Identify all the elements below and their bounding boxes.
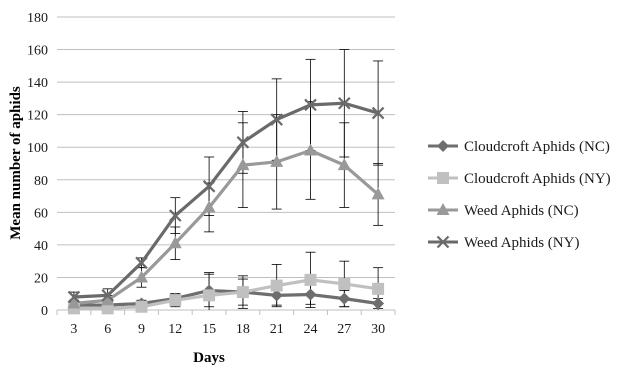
y-tick-label: 20	[34, 271, 48, 286]
y-axis-title: Mean number of aphids	[8, 86, 24, 240]
y-tick-label: 40	[34, 239, 48, 254]
y-tick-label: 180	[27, 11, 48, 26]
legend-label: Weed Aphids (NY)	[464, 235, 579, 251]
y-tick-label: 60	[34, 206, 48, 221]
data-point	[135, 300, 148, 313]
x-tick-label: 27	[337, 322, 351, 337]
legend-label: Cloudcroft Aphids (NY)	[464, 171, 611, 187]
data-point	[135, 256, 148, 270]
data-point	[372, 297, 385, 310]
data-point	[270, 289, 283, 302]
x-tick-label: 12	[168, 322, 182, 337]
data-point	[304, 288, 317, 301]
x-axis-title: Days	[193, 350, 225, 366]
legend-marker	[436, 203, 450, 215]
x-tick-label: 30	[371, 322, 385, 337]
legend-marker	[437, 140, 449, 152]
gridlines	[57, 16, 395, 278]
data-point	[338, 292, 351, 305]
y-tick-label: 140	[27, 76, 48, 91]
data-point	[236, 136, 250, 149]
data-point	[338, 277, 351, 290]
y-tick-label: 100	[27, 141, 48, 156]
legend-marker	[436, 235, 450, 249]
series-line	[72, 101, 380, 299]
data-point	[67, 290, 81, 304]
x-tick-label: 9	[138, 322, 145, 337]
data-point	[202, 180, 216, 193]
data-point	[270, 154, 284, 167]
series-markers	[67, 96, 385, 315]
y-tick-label: 120	[27, 109, 48, 124]
x-tick-label: 15	[202, 322, 216, 337]
data-point	[236, 286, 249, 299]
data-point	[304, 98, 317, 112]
data-point	[202, 200, 216, 213]
legend-label: Cloudcroft Aphids (NC)	[464, 139, 610, 155]
series-lines	[72, 101, 380, 310]
series-line	[72, 278, 380, 310]
data-point	[203, 289, 216, 302]
data-point	[371, 106, 385, 120]
data-point	[270, 279, 283, 292]
y-axis-ticks: 0 20 40 60 80 100 120 140 160 180	[27, 11, 48, 319]
data-point	[304, 143, 317, 156]
data-point	[270, 113, 283, 126]
data-point	[338, 96, 351, 110]
data-point	[169, 209, 182, 222]
x-tick-label: 18	[236, 322, 250, 337]
series-line	[72, 148, 380, 306]
legend-label: Weed Aphids (NC)	[464, 203, 579, 219]
data-point	[101, 289, 114, 302]
y-tick-label: 0	[41, 304, 48, 319]
data-point	[372, 282, 385, 295]
legend: Cloudcroft Aphids (NC) Cloudcroft Aphids …	[428, 139, 611, 251]
x-tick-label: 6	[104, 322, 111, 337]
data-point	[236, 158, 250, 171]
data-point	[101, 302, 114, 315]
series-line	[72, 288, 380, 307]
y-tick-label: 160	[27, 44, 48, 59]
x-axis-ticks: 3 6 9 12 15 18 21 24 27 30	[56, 310, 396, 337]
data-point	[168, 236, 182, 249]
y-tick-label: 80	[34, 174, 48, 189]
x-tick-label: 24	[304, 322, 318, 337]
data-point	[371, 187, 385, 200]
data-point	[337, 158, 351, 171]
data-point	[101, 293, 115, 306]
x-tick-label: 21	[270, 322, 284, 337]
data-point	[67, 296, 81, 309]
data-point	[169, 294, 182, 307]
data-point	[135, 270, 148, 283]
legend-marker	[437, 172, 449, 184]
data-point	[304, 273, 317, 286]
x-tick-label: 3	[70, 322, 77, 337]
